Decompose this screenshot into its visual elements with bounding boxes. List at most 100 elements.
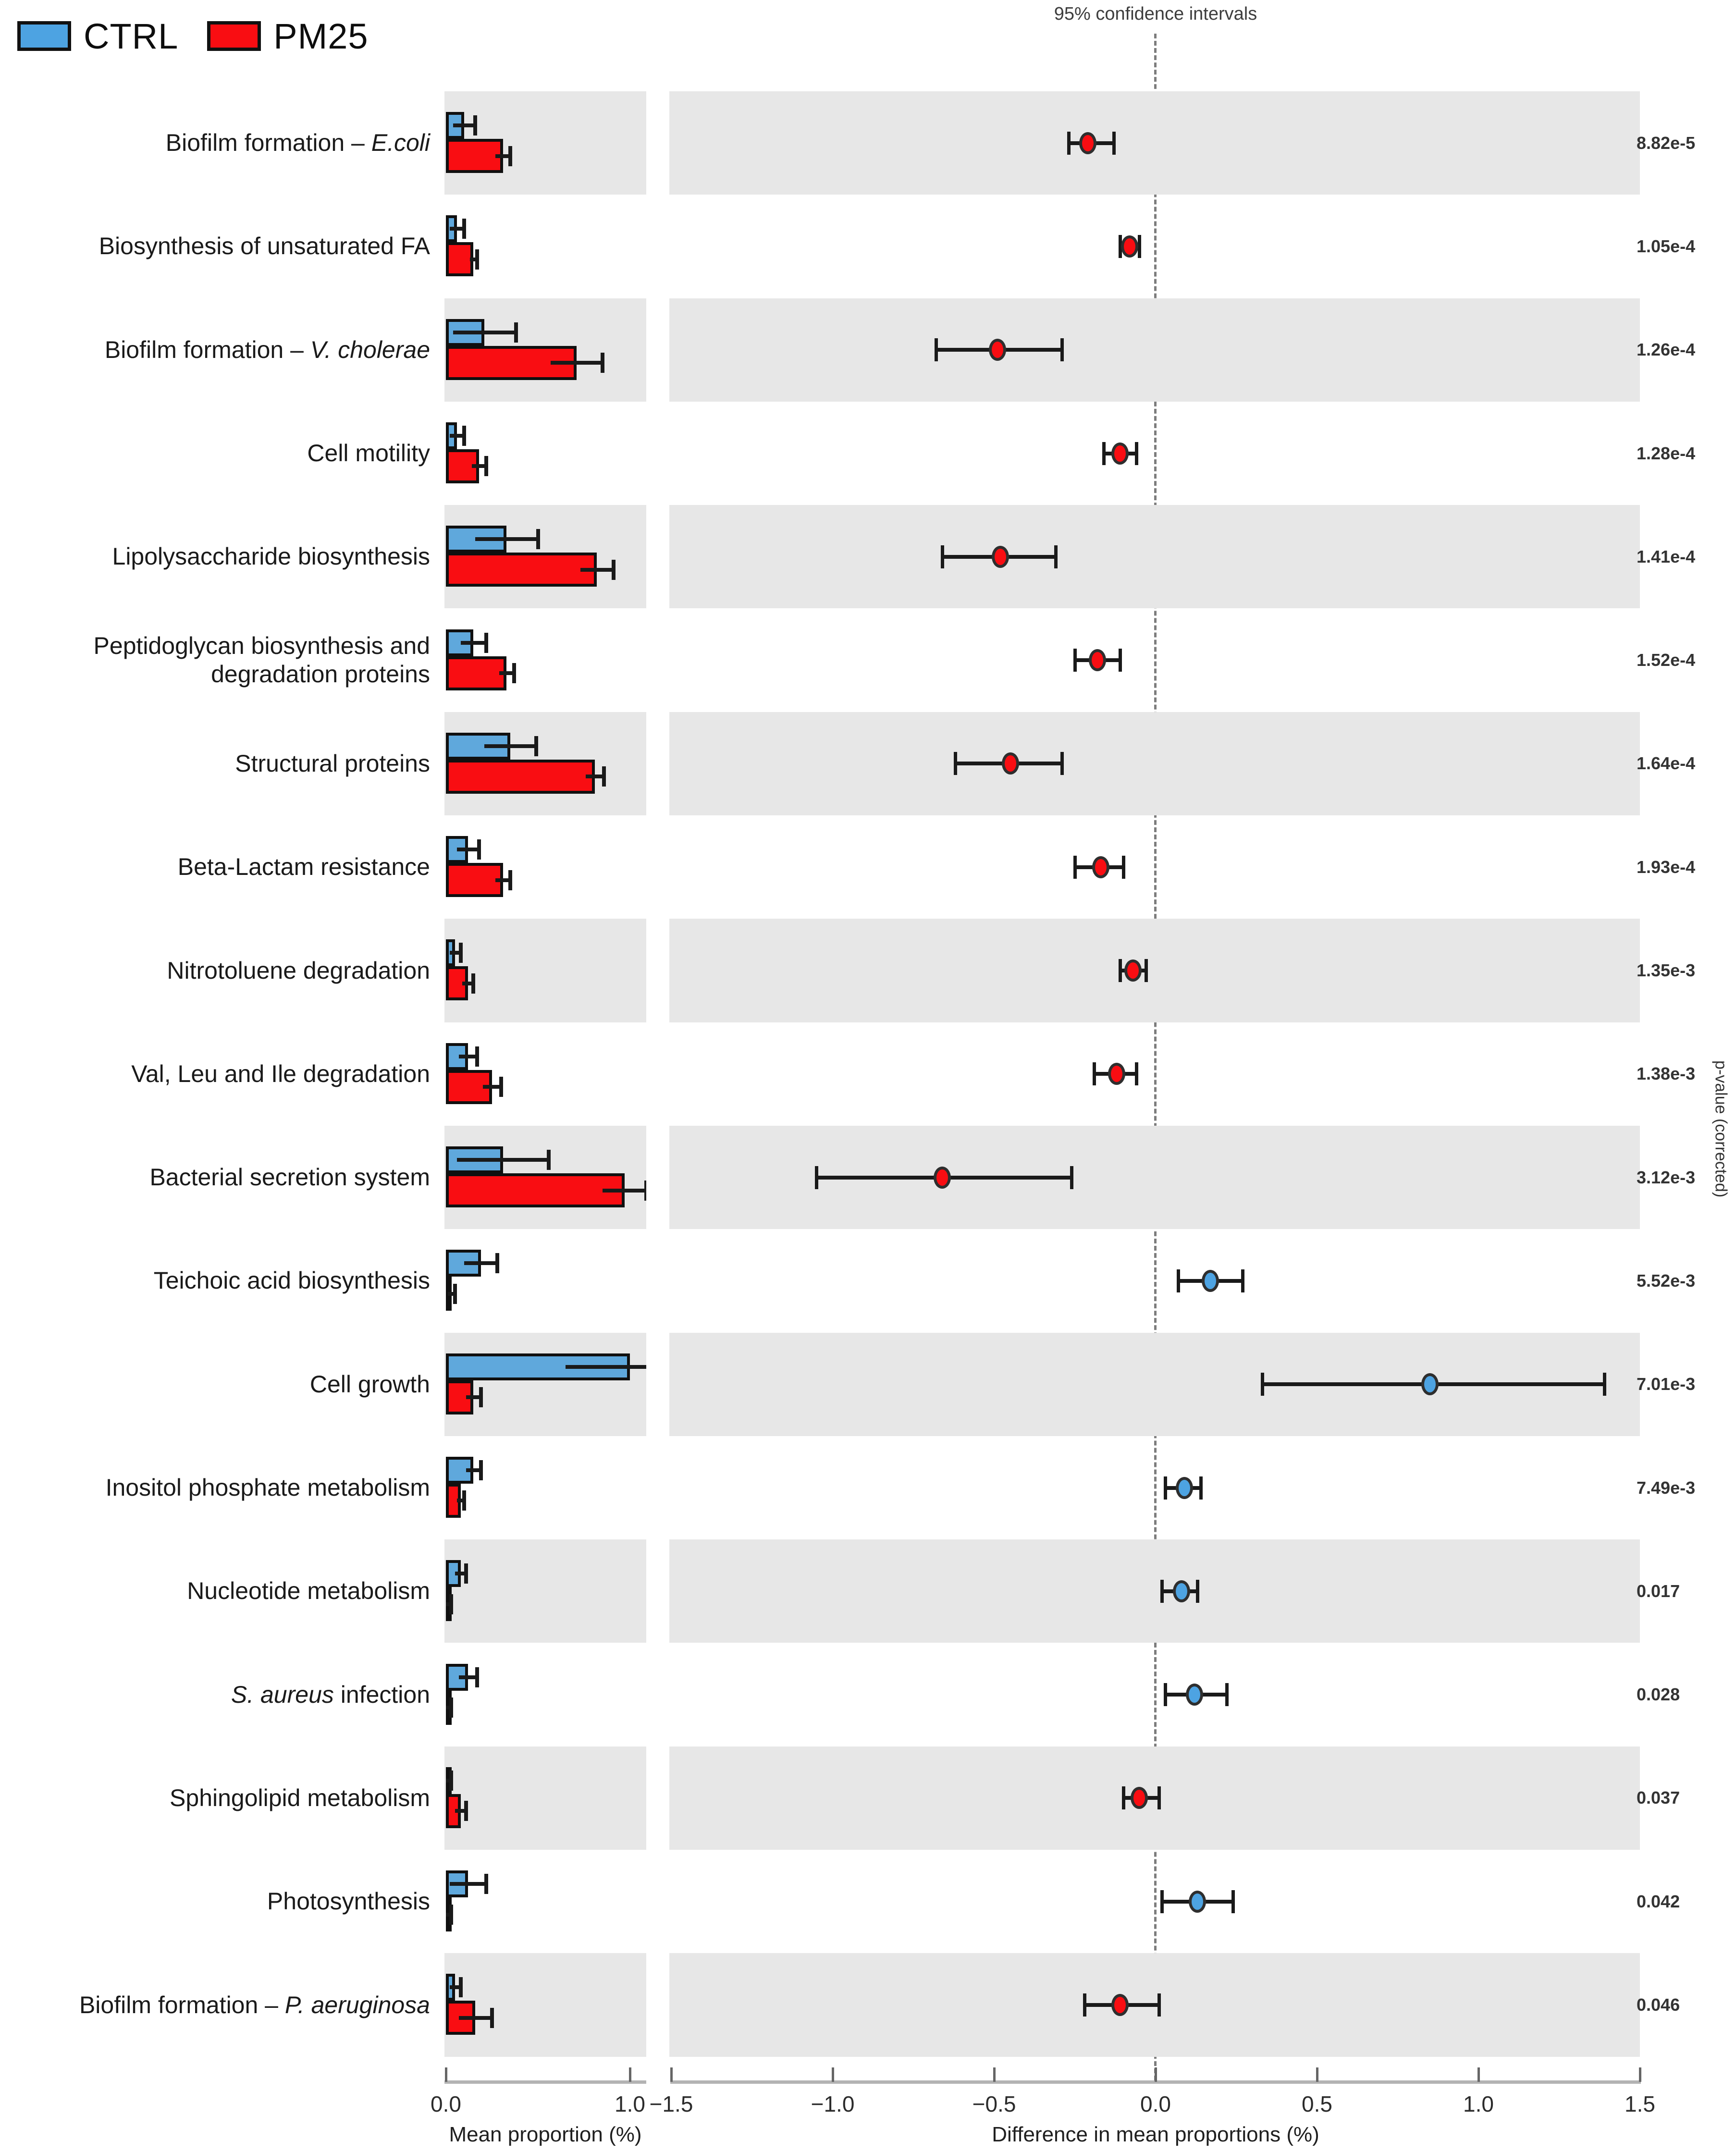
ctrl-bar-errorbar-cap: [462, 425, 467, 446]
row-label: Inositol phosphate metabolism: [0, 1436, 430, 1539]
legend-swatch-ctrl: [17, 21, 71, 51]
row-label-text: Inositol phosphate metabolism: [105, 1474, 430, 1501]
right-axis-label: p-value (corrected): [1711, 1060, 1730, 1198]
p-value: 7.49e-3: [1637, 1477, 1696, 1498]
difference-panel: [669, 1539, 1640, 1643]
difference-panel: [669, 402, 1640, 505]
row-label-text: Teichoic acid biosynthesis: [153, 1267, 430, 1294]
pm25-bar-errorbar-cap: [449, 1904, 454, 1925]
ctrl-bar-errorbar-cap: [475, 1667, 480, 1687]
row-label-text: S. aureus: [231, 1681, 334, 1708]
ci-cap-low: [1160, 1890, 1164, 1913]
pm25-bar-errorbar-cap: [453, 1283, 457, 1304]
right-axis-tick-label: 0.0: [1140, 2091, 1171, 2116]
ci-cap-high: [1134, 442, 1138, 465]
ci-dot: [1176, 1476, 1194, 1499]
left-axis-title: Mean proportion (%): [449, 2123, 642, 2146]
ctrl-bar-errorbar: [565, 1365, 646, 1369]
difference-panel: [669, 91, 1640, 195]
ctrl-bar-errorbar-cap: [477, 839, 481, 860]
pm25-bar-errorbar: [469, 257, 478, 261]
row-label-text: V. cholerae: [310, 336, 430, 363]
difference-panel: [669, 1229, 1640, 1332]
left-axis-tick-label: 1.0: [615, 2091, 645, 2116]
ctrl-bar-errorbar-cap: [449, 1770, 454, 1791]
pm25-bar-errorbar: [602, 1188, 646, 1193]
right-axis-title: Difference in mean proportions (%): [992, 2123, 1319, 2146]
chart-row: Biofilm formation – E.coli 8.82e-5: [0, 91, 1736, 195]
row-label: Peptidoglycan biosynthesis and degradati…: [0, 609, 430, 712]
row-label: Biosynthesis of unsaturated FA: [0, 195, 430, 298]
ctrl-bar-errorbar-cap: [458, 1977, 463, 1998]
row-label: Photosynthesis: [0, 1850, 430, 1953]
mean-proportion-panel: [444, 712, 646, 816]
p-value: 8.82e-5: [1637, 133, 1696, 153]
row-label-text: P. aeruginosa: [284, 1991, 430, 2018]
ctrl-bar-errorbar-cap: [495, 1253, 500, 1274]
row-label-text: Photosynthesis: [267, 1888, 430, 1915]
mean-proportion-panel: [444, 1022, 646, 1126]
pm25-bar-errorbar: [456, 1499, 465, 1503]
ctrl-bar-errorbar-cap: [536, 529, 540, 550]
difference-panel: [669, 815, 1640, 919]
ci-cap-high: [1196, 1579, 1200, 1603]
ci-cap-high: [1225, 1683, 1229, 1707]
ci-dot: [1108, 1063, 1126, 1085]
ci-dot: [1124, 959, 1142, 982]
ci-cap-low: [1260, 1373, 1264, 1396]
p-value: 1.35e-3: [1637, 960, 1696, 981]
ci-cap-low: [1102, 442, 1106, 465]
row-label: Nucleotide metabolism: [0, 1539, 430, 1643]
ci-cap-high: [1199, 1476, 1203, 1500]
right-axis-tick-label: 1.0: [1463, 2091, 1494, 2116]
ci-cap-high: [1054, 545, 1058, 568]
p-value: 1.28e-4: [1637, 443, 1696, 463]
pm25-bar-errorbar-cap: [508, 146, 513, 166]
pm25-bar-errorbar-cap: [449, 1594, 454, 1614]
pm25-bar-errorbar: [446, 1602, 452, 1606]
difference-panel: [669, 1953, 1640, 2057]
mean-proportion-panel: [444, 609, 646, 712]
ctrl-bar-errorbar: [449, 951, 461, 955]
ctrl-bar-errorbar: [453, 123, 476, 128]
ci-dot: [1079, 132, 1096, 154]
pm25-bar-errorbar-cap: [644, 1180, 646, 1201]
zero-reference-line: [1154, 34, 1157, 2080]
legend: CTRL PM25: [17, 14, 369, 58]
p-value: 0.017: [1637, 1581, 1680, 1601]
p-value: 1.64e-4: [1637, 753, 1696, 774]
pm25-bar-errorbar-cap: [499, 1077, 503, 1097]
row-label-text: Nitrotoluene degradation: [167, 957, 430, 984]
ci-cap-low: [1067, 131, 1071, 155]
ctrl-bar-errorbar-cap: [484, 632, 489, 653]
row-label-text: Beta-Lactam resistance: [177, 853, 430, 881]
row-label: Beta-Lactam resistance: [0, 815, 430, 919]
row-label-text: Biosynthesis of unsaturated FA: [98, 233, 430, 260]
ctrl-bar-errorbar: [458, 1675, 478, 1679]
p-value: 1.05e-4: [1637, 236, 1696, 256]
ctrl-bar-errorbar-cap: [479, 1460, 483, 1480]
left-axis-tick: [445, 2067, 447, 2082]
pm25-bar: [446, 553, 597, 587]
pm25-bar: [446, 139, 503, 173]
right-axis-tick: [1639, 2067, 1641, 2082]
row-label-text: Biofilm formation –: [79, 1991, 285, 2018]
pm25-bar-errorbar: [447, 1291, 456, 1296]
ctrl-bar-errorbar-cap: [462, 219, 467, 239]
right-axis-tick: [1155, 2067, 1157, 2082]
row-label-text: Sphingolipid metabolism: [170, 1784, 430, 1811]
difference-panel: [669, 505, 1640, 609]
row-label-text: E.coli: [371, 129, 430, 157]
chart-row: Biosynthesis of unsaturated FA 1.05e-4: [0, 195, 1736, 298]
ci-dot: [1172, 1580, 1190, 1602]
chart-row: S. aureus infection 0.028: [0, 1643, 1736, 1746]
ctrl-bar-errorbar: [456, 1158, 549, 1162]
pm25-bar-errorbar-cap: [479, 1387, 483, 1408]
pm25-bar: [446, 863, 503, 898]
mean-proportion-panel: [444, 1850, 646, 1953]
ci-dot: [1111, 442, 1129, 465]
ci-cap-low: [1160, 1579, 1164, 1603]
chart-title: 95% confidence intervals: [1054, 4, 1257, 24]
row-label: Val, Leu and Ile degradation: [0, 1022, 430, 1126]
chart-row: Cell motility 1.28e-4: [0, 402, 1736, 505]
